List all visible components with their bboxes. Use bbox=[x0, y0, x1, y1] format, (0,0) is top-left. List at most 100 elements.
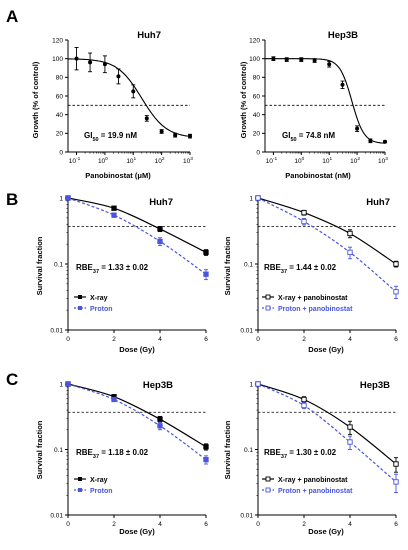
chart-title: Huh7 bbox=[149, 197, 173, 208]
legend-marker-proton-pano bbox=[265, 487, 271, 493]
data-point bbox=[65, 381, 71, 387]
plot-area: 1 0.1 0.010 2 4 6 bbox=[50, 381, 209, 528]
plot-area: 1 0.1 0.010 2 4 6 bbox=[50, 195, 209, 343]
legend-marker-xray-pano bbox=[265, 476, 271, 482]
y-tick-label: 20 bbox=[56, 131, 64, 138]
legend-marker-xray bbox=[78, 477, 82, 481]
x-tick-label: 10-1 bbox=[69, 156, 81, 165]
chart-title: Huh7 bbox=[366, 197, 390, 208]
chart-a-hep3b: Hep3B Growth (% of control) Panobinostat… bbox=[239, 30, 388, 180]
data-point bbox=[393, 479, 399, 485]
data-point bbox=[203, 444, 209, 450]
chart-title: Hep3B bbox=[143, 380, 173, 391]
y-tick-label: 20 bbox=[253, 131, 261, 138]
x-tick-label: 100 bbox=[98, 156, 108, 165]
rbe-annotation: RBE37 = 1.30 ± 0.02 bbox=[264, 448, 337, 460]
legend: X-ray Proton bbox=[74, 295, 113, 313]
legend-marker-xray-pano bbox=[265, 294, 271, 300]
rbe-annotation: RBE37 = 1.18 ± 0.02 bbox=[76, 448, 149, 460]
series-line-xray bbox=[257, 197, 397, 265]
x-tick-label: 100 bbox=[294, 156, 304, 165]
x-tick-label: 101 bbox=[126, 156, 136, 165]
y-tick-label: 120 bbox=[249, 37, 260, 44]
legend: X-ray + panobinostat Proton + panobinost… bbox=[262, 294, 353, 313]
y-tick-label: 1 bbox=[59, 381, 63, 388]
y-tick-label: 40 bbox=[253, 112, 261, 119]
y-tick-label: 60 bbox=[56, 93, 64, 100]
y-tick-label: 0.01 bbox=[240, 327, 253, 334]
chart-a-huh7: Huh7 Growth (% of control) Panobinostat … bbox=[31, 30, 193, 180]
legend-marker-proton bbox=[78, 488, 82, 492]
chart-b-huh7-alone: Huh7 Survival fraction Dose (Gy) RBE37 =… bbox=[35, 195, 209, 354]
x-axis-label: Dose (Gy) bbox=[119, 345, 155, 354]
y-tick-label: 1 bbox=[249, 381, 253, 388]
x-tick-label: 103 bbox=[183, 156, 193, 165]
series-line-xray bbox=[67, 197, 207, 253]
data-point bbox=[65, 195, 71, 201]
chart-b-huh7-panobinostat: Huh7 Survival fraction Dose (Gy) RBE37 =… bbox=[223, 195, 399, 354]
data-point bbox=[88, 60, 93, 65]
data-point bbox=[393, 261, 399, 267]
x-tick-label: 6 bbox=[204, 521, 208, 528]
rbe-annotation: RBE37 = 1.33 ± 0.02 bbox=[76, 263, 149, 275]
legend-label-xray: X-ray bbox=[90, 477, 108, 484]
data-point bbox=[312, 58, 317, 63]
y-tick-label: 100 bbox=[52, 56, 63, 63]
data-point bbox=[203, 271, 209, 277]
y-tick-label: 80 bbox=[253, 75, 261, 82]
data-point bbox=[340, 82, 345, 87]
x-tick-label: 4 bbox=[348, 521, 352, 528]
legend: X-ray Proton bbox=[74, 477, 113, 495]
data-point bbox=[157, 416, 163, 422]
data-point bbox=[131, 89, 136, 94]
chart-title: Huh7 bbox=[137, 30, 161, 41]
y-tick-label: 80 bbox=[56, 75, 64, 82]
data-point bbox=[188, 134, 192, 139]
chart-title: Hep3B bbox=[360, 380, 390, 391]
x-axis-label: Dose (Gy) bbox=[308, 527, 344, 536]
x-axis-label: Dose (Gy) bbox=[308, 345, 344, 354]
data-point bbox=[157, 238, 163, 245]
data-point bbox=[203, 456, 209, 463]
x-tick-label: 0 bbox=[256, 336, 260, 343]
chart-title: Hep3B bbox=[328, 30, 358, 41]
rbe-annotation: RBE37 = 1.44 ± 0.02 bbox=[264, 263, 337, 275]
data-point bbox=[284, 57, 289, 62]
x-tick-label: 2 bbox=[112, 336, 116, 343]
y-tick-label: 0.01 bbox=[50, 327, 63, 334]
data-point bbox=[144, 116, 149, 121]
data-point bbox=[111, 396, 117, 403]
x-axis-label: Dose (Gy) bbox=[119, 527, 155, 536]
plot-area: 0 20 40 60 80 100 120 10-1 100 101 102 103 bbox=[52, 37, 193, 165]
data-point bbox=[393, 289, 399, 295]
data-point bbox=[203, 249, 209, 256]
x-tick-label: 0 bbox=[66, 521, 70, 528]
data-point bbox=[102, 62, 107, 67]
legend-label-proton: Proton bbox=[90, 306, 113, 313]
y-tick-label: 40 bbox=[56, 112, 64, 119]
y-tick-label: 0.01 bbox=[50, 512, 63, 519]
y-tick-label: 1 bbox=[249, 195, 253, 202]
data-point bbox=[74, 56, 79, 61]
x-axis-label: Panobinostat (nM) bbox=[285, 171, 351, 180]
data-point bbox=[393, 461, 399, 467]
x-tick-label: 4 bbox=[158, 336, 162, 343]
data-point bbox=[347, 249, 353, 256]
y-tick-label: 60 bbox=[253, 93, 261, 100]
gi50-annotation: GI50 = 74.8 nM bbox=[282, 131, 335, 143]
data-point bbox=[157, 423, 163, 429]
series-line-proton bbox=[67, 383, 207, 461]
data-point bbox=[116, 74, 121, 79]
fit-curve bbox=[68, 58, 191, 137]
y-tick-label: 0.1 bbox=[244, 447, 253, 454]
x-tick-label: 0 bbox=[66, 336, 70, 343]
y-tick-label: 0 bbox=[59, 149, 63, 156]
y-tick-label: 120 bbox=[52, 37, 63, 44]
panel-letter-c: C bbox=[6, 370, 18, 389]
legend-label-proton-pano: Proton + panobinostat bbox=[278, 306, 353, 313]
x-tick-label: 101 bbox=[322, 156, 332, 165]
x-tick-label: 4 bbox=[158, 521, 162, 528]
x-tick-label: 2 bbox=[302, 521, 306, 528]
y-tick-label: 1 bbox=[59, 195, 63, 202]
